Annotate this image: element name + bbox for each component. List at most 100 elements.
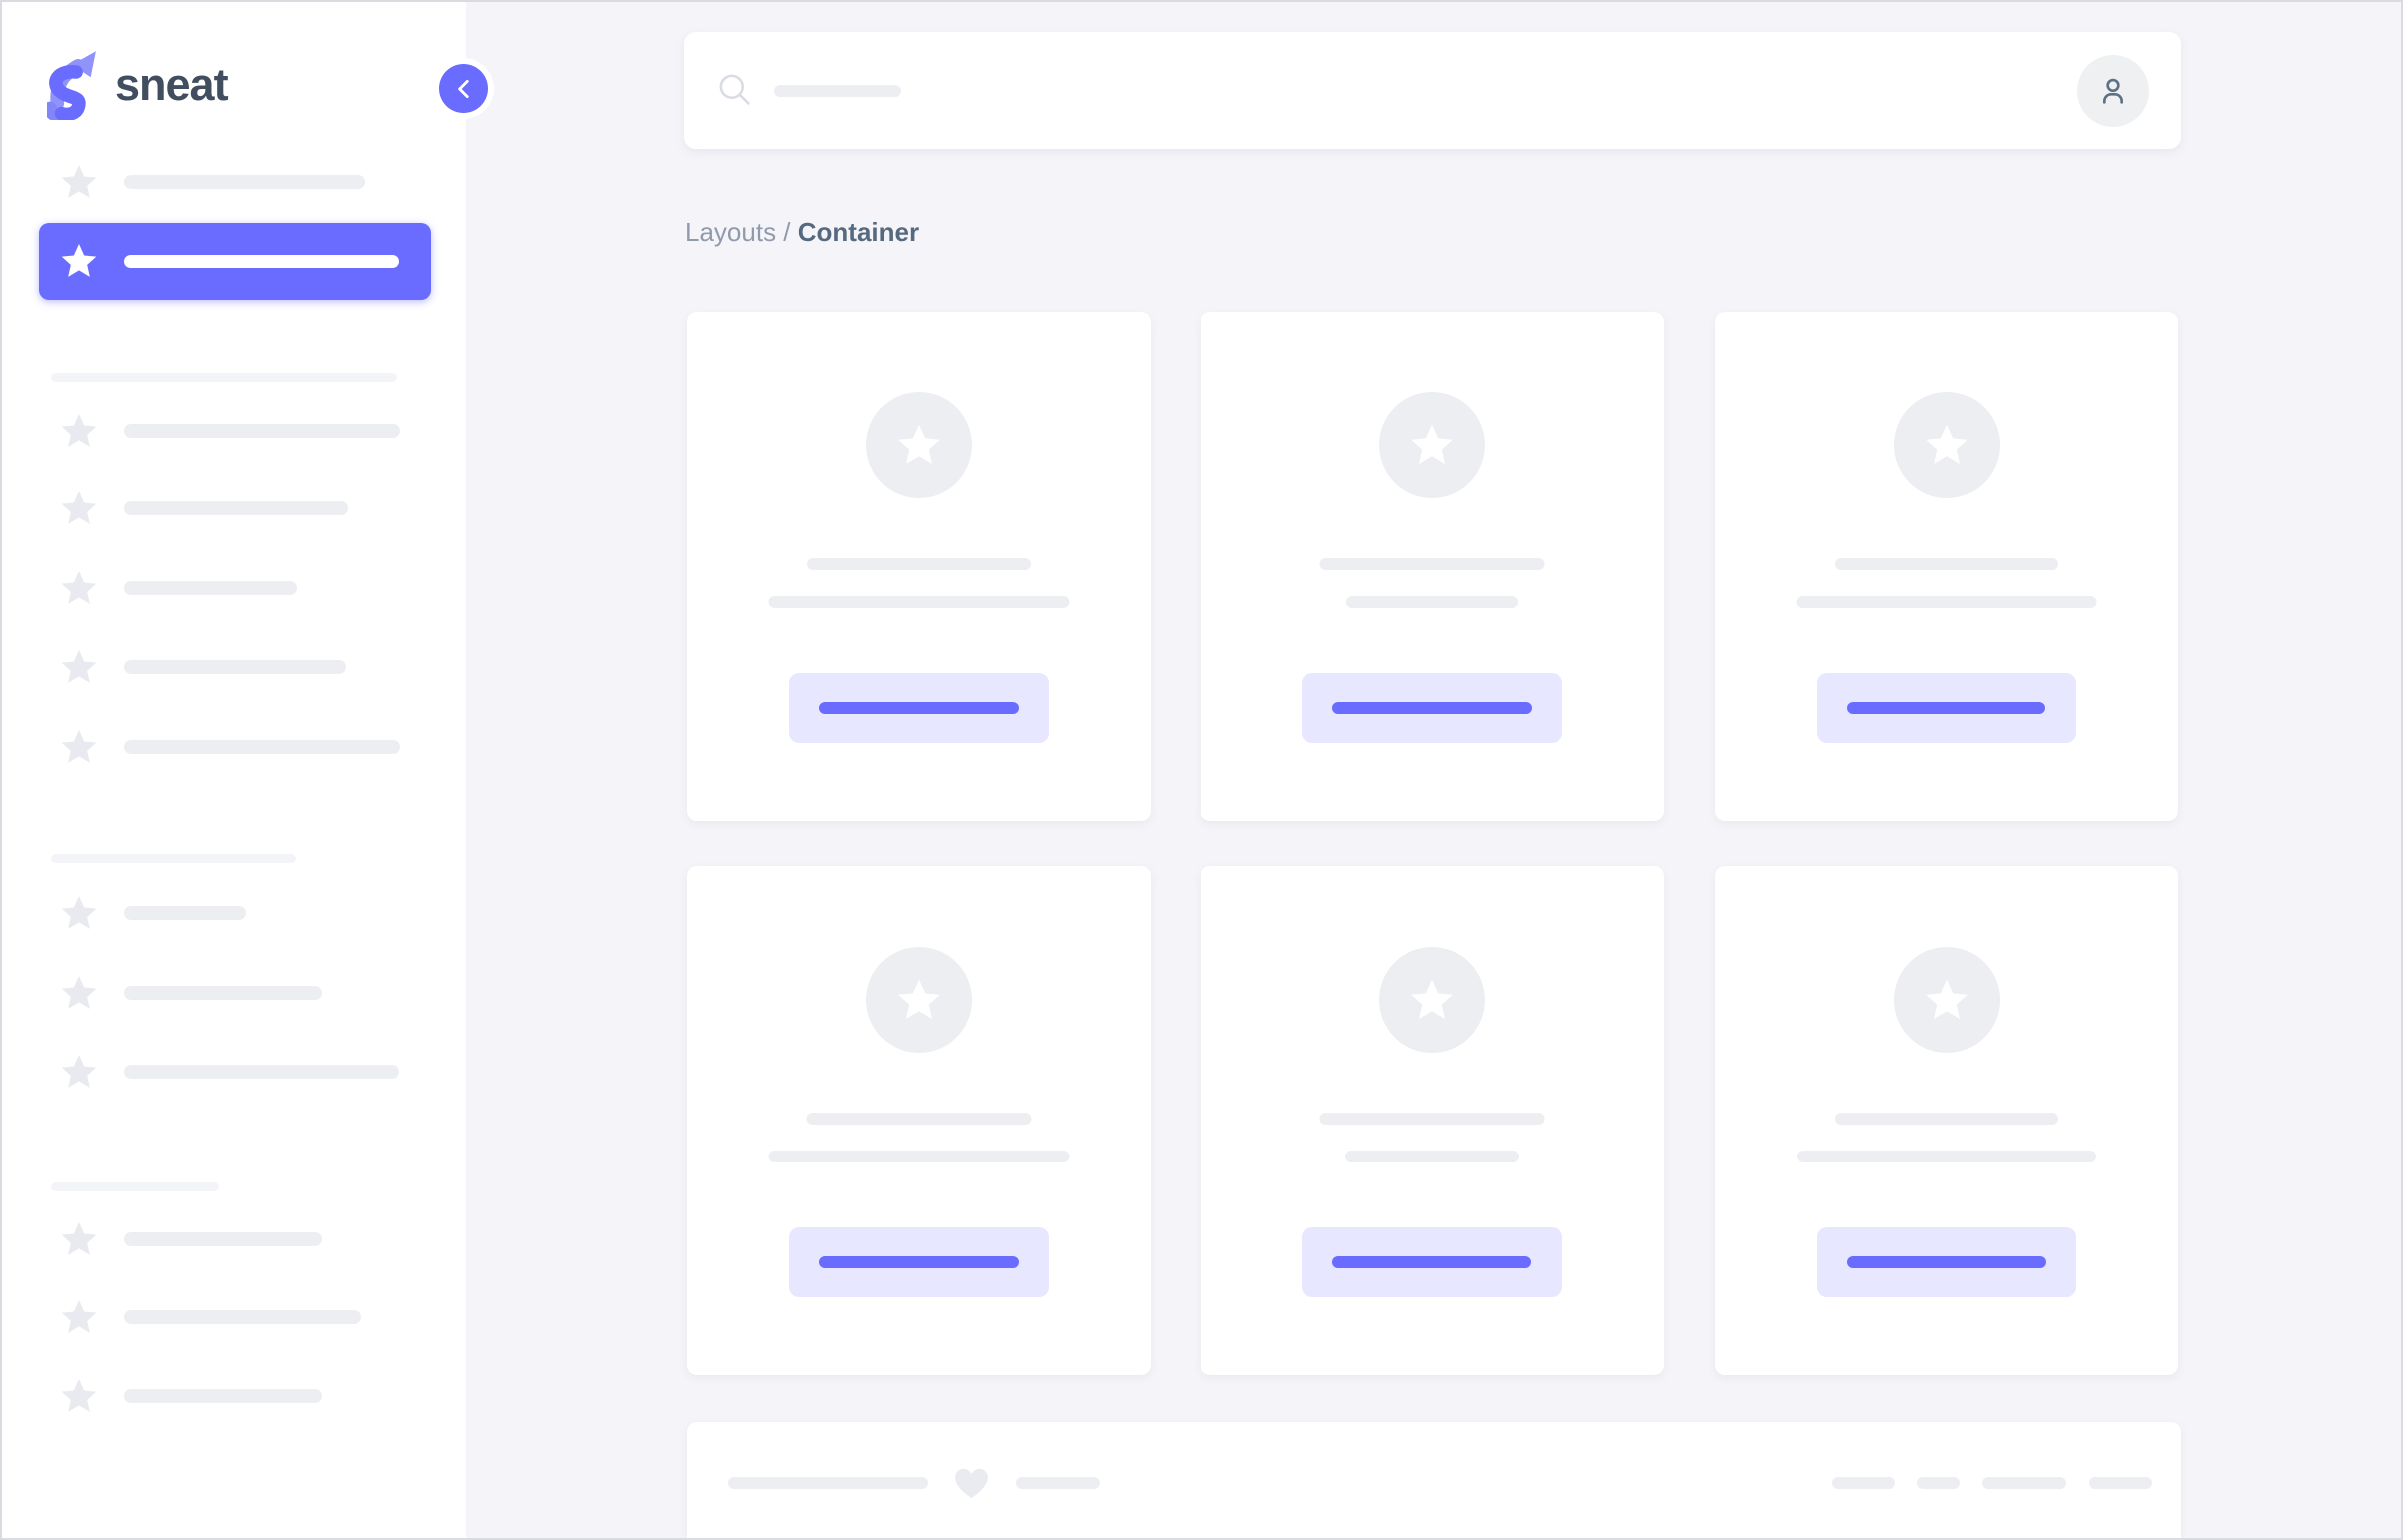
star-icon — [58, 893, 100, 933]
sidebar-item-skeleton — [124, 1310, 361, 1324]
card-action-button[interactable] — [1817, 1227, 2076, 1297]
breadcrumb: Layouts / Container — [685, 214, 919, 250]
sidebar-item-skeleton — [124, 986, 322, 1000]
star-icon — [1408, 421, 1456, 469]
sidebar-item[interactable] — [2, 566, 466, 610]
card-title-skeleton — [1319, 1113, 1545, 1125]
sidebar-item-skeleton — [124, 501, 348, 515]
heart-icon[interactable] — [953, 1466, 990, 1501]
star-icon — [58, 1297, 100, 1337]
sidebar-item[interactable] — [2, 160, 466, 204]
sidebar-item[interactable] — [2, 409, 466, 453]
pagination-pill-skeleton[interactable] — [1832, 1477, 1895, 1489]
brand-name: sneat — [115, 58, 229, 110]
breadcrumb-current: Container — [797, 217, 920, 247]
search-input-skeleton[interactable] — [774, 85, 901, 97]
breadcrumb-separator: / — [776, 217, 798, 247]
card-button-label-skeleton — [1847, 702, 2045, 714]
sidebar-item[interactable] — [2, 1217, 466, 1261]
sidebar-item-active[interactable] — [39, 223, 431, 300]
card-title-skeleton — [806, 1113, 1032, 1125]
chevron-left-icon — [451, 76, 477, 102]
sidebar-item[interactable] — [2, 971, 466, 1015]
card-action-button[interactable] — [789, 1227, 1049, 1297]
brand-logo-icon — [43, 49, 99, 122]
card-title-skeleton — [807, 558, 1031, 570]
star-icon — [1923, 421, 1971, 469]
pagination-pill-skeleton[interactable] — [1982, 1477, 2066, 1489]
card-action-button[interactable] — [1302, 1227, 1562, 1297]
sidebar-item[interactable] — [2, 1374, 466, 1418]
star-icon — [895, 976, 943, 1024]
card-avatar — [866, 392, 972, 498]
sidebar-item[interactable] — [2, 1050, 466, 1094]
star-icon — [58, 1376, 100, 1416]
sidebar-item[interactable] — [2, 1295, 466, 1339]
star-icon — [58, 411, 100, 451]
star-icon — [58, 727, 100, 767]
card-title-skeleton — [1835, 1113, 2058, 1125]
card-subtitle-skeleton — [768, 1151, 1070, 1162]
card-subtitle-skeleton — [1346, 596, 1518, 608]
sidebar-section-header-skeleton — [51, 854, 296, 863]
active-item-skeleton — [124, 255, 399, 268]
card-subtitle-skeleton — [1345, 1151, 1519, 1162]
sidebar-item-skeleton — [124, 906, 246, 920]
card-title-skeleton — [1319, 558, 1545, 570]
bottom-bar — [687, 1422, 2181, 1538]
search-bar[interactable] — [684, 32, 2181, 149]
card-subtitle-skeleton — [1797, 1151, 2096, 1162]
card-avatar — [1894, 392, 2000, 498]
sidebar-item-skeleton — [124, 581, 297, 595]
card-action-button[interactable] — [789, 673, 1049, 743]
star-icon — [58, 647, 100, 687]
placeholder-card — [687, 312, 1151, 821]
pagination-pill-skeleton[interactable] — [1917, 1477, 1960, 1489]
breadcrumb-parent[interactable]: Layouts — [685, 217, 777, 247]
star-icon — [58, 241, 100, 281]
sidebar-item-skeleton — [124, 1065, 399, 1079]
sidebar-item-skeleton — [124, 1232, 322, 1246]
card-button-label-skeleton — [1332, 702, 1532, 714]
card-action-button[interactable] — [1302, 673, 1562, 743]
placeholder-card — [1715, 866, 2178, 1375]
user-avatar-button[interactable] — [2077, 55, 2149, 127]
placeholder-card — [687, 866, 1151, 1375]
card-button-label-skeleton — [819, 702, 1019, 714]
sidebar-collapse-button[interactable] — [439, 64, 488, 113]
card-avatar — [866, 947, 972, 1053]
card-avatar — [1894, 947, 2000, 1053]
sidebar-item[interactable] — [2, 645, 466, 689]
sidebar-item[interactable] — [2, 891, 466, 935]
placeholder-card — [1201, 312, 1664, 821]
star-icon — [58, 1219, 100, 1259]
card-action-button[interactable] — [1817, 673, 2076, 743]
sidebar-item-skeleton — [124, 740, 400, 754]
sidebar-item-skeleton — [124, 1389, 322, 1403]
search-icon — [717, 72, 753, 108]
brand[interactable]: sneat — [43, 49, 229, 122]
bottom-skeleton-line — [728, 1477, 928, 1489]
sidebar-item-skeleton — [124, 424, 400, 438]
card-button-label-skeleton — [1332, 1256, 1531, 1268]
sidebar-item[interactable] — [2, 486, 466, 530]
pagination-pill-skeleton[interactable] — [2089, 1477, 2152, 1489]
sidebar-section-header-skeleton — [51, 1182, 219, 1191]
card-button-label-skeleton — [1847, 1256, 2046, 1268]
card-button-label-skeleton — [819, 1256, 1019, 1268]
placeholder-card — [1715, 312, 2178, 821]
star-icon — [58, 1052, 100, 1092]
card-subtitle-skeleton — [1796, 596, 2097, 608]
card-avatar — [1379, 947, 1485, 1053]
star-icon — [1408, 976, 1456, 1024]
star-icon — [58, 568, 100, 608]
person-icon — [2097, 75, 2129, 107]
sidebar-item[interactable] — [2, 725, 466, 769]
sidebar-section-header-skeleton — [51, 373, 397, 382]
star-icon — [58, 162, 100, 202]
bottom-skeleton-line — [1016, 1477, 1100, 1489]
card-avatar — [1379, 392, 1485, 498]
card-subtitle-skeleton — [768, 596, 1070, 608]
sidebar-item-skeleton — [124, 175, 365, 189]
